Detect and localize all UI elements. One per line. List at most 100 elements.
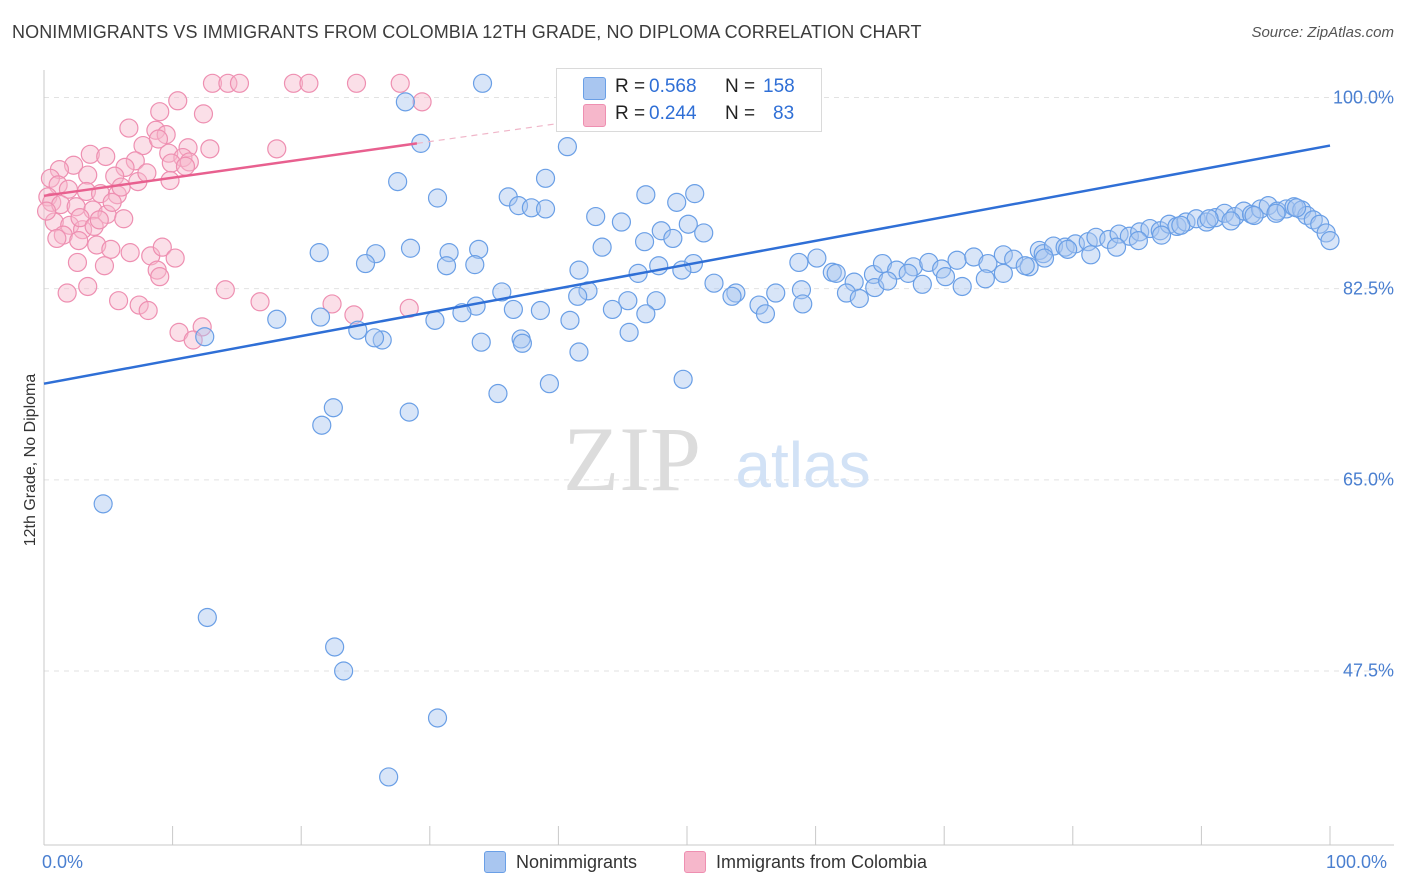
nonimmigrant-point <box>592 237 612 257</box>
nonimmigrant-point <box>912 274 932 294</box>
immigrant-point <box>96 146 116 167</box>
nonimmigrant-point <box>611 212 632 232</box>
y-tick-label: 100.0% <box>1332 87 1394 107</box>
immigrant-point <box>267 139 287 159</box>
immigrant-point <box>108 291 129 311</box>
nonimmigrant-point <box>634 232 655 252</box>
nonimmigrant-point <box>1119 226 1139 246</box>
trend-lines <box>43 122 1331 385</box>
immigrant-point <box>202 73 223 93</box>
stats-legend: R = 0.568 N = 158 R = 0.244 N = 83 <box>556 68 822 132</box>
nonimmigrant-point <box>636 304 656 324</box>
immigrant-point <box>51 194 71 215</box>
nonimmigrant-point <box>379 767 399 787</box>
nonimmigrant-point <box>673 369 693 389</box>
immigrant-point <box>165 248 185 268</box>
nonimmigrant-point <box>325 637 345 657</box>
watermark-atlas: atlas <box>735 429 870 501</box>
immigrant-point <box>148 129 169 149</box>
nonimmigrant-point <box>1099 229 1119 250</box>
nonimmigrant-point <box>935 267 956 287</box>
immigrant-point <box>63 155 84 175</box>
nonimmigrant-point <box>530 300 550 321</box>
immigrant-point <box>69 231 89 251</box>
legend-swatch-immigrants <box>684 851 706 873</box>
nonimmigrant-point <box>1058 239 1078 259</box>
immigrant-point <box>215 280 235 300</box>
nonimmigrant-point <box>366 244 386 264</box>
nonimmigrant-point <box>1034 248 1055 268</box>
nonimmigrant-point <box>388 172 408 192</box>
nonimmigrant-point <box>465 255 485 275</box>
immigrant-point <box>138 300 158 321</box>
immigrant-point <box>322 294 342 314</box>
nonimmigrant-point <box>334 661 354 681</box>
nonimmigrant-point <box>503 299 523 320</box>
legend-label-immigrants: Immigrants from Colombia <box>716 851 928 872</box>
nonimmigrant-point <box>521 198 541 218</box>
immigrant-point <box>66 197 86 217</box>
immigrants-trend-line <box>43 142 418 198</box>
nonimmigrant-point <box>1320 231 1340 251</box>
nonimmigrant-point <box>472 73 493 93</box>
immigrant-point <box>84 216 104 237</box>
nonimmigrant-point <box>1106 237 1127 257</box>
n-value: 83 <box>773 103 795 124</box>
nonimmigrant-point <box>1171 215 1191 235</box>
nonimmigrant-point <box>400 238 421 258</box>
immigrant-point <box>150 267 170 287</box>
nonimmigrant-point <box>1276 199 1296 219</box>
nonimmigrant-point <box>947 250 967 270</box>
nonimmigrant-point <box>651 221 671 241</box>
immigrant-point <box>150 102 170 122</box>
nonimmigrant-point <box>646 291 666 311</box>
nonimmigrant-point <box>355 253 376 274</box>
nonimmigrant-point <box>535 168 556 188</box>
watermark-zip: ZIP <box>563 408 701 510</box>
nonimmigrant-point <box>667 192 687 212</box>
nonimmigrant-point <box>993 263 1013 283</box>
nonimmigrant-point <box>1151 225 1172 245</box>
nonimmigrant-point <box>849 288 869 309</box>
legend-item-immigrants: Immigrants from Colombia <box>684 851 927 873</box>
nonimmigrant-point <box>619 322 639 342</box>
chart-title: NONIMMIGRANTS VS IMMIGRANTS FROM COLOMBI… <box>12 22 922 42</box>
immigrant-point <box>229 73 250 93</box>
legend-label-nonimmigrants: Nonimmigrants <box>516 851 638 872</box>
source-label: Source: ZipAtlas.com <box>1251 24 1394 41</box>
nonimmigrant-point <box>195 327 215 347</box>
nonimmigrant-point <box>789 252 809 273</box>
nonimmigrant-point <box>427 708 448 728</box>
nonimmigrant-point <box>1055 237 1075 257</box>
nonimmigrant-point <box>952 276 972 297</box>
nonimmigrant-point <box>1199 209 1219 229</box>
grid-lines <box>44 97 1394 672</box>
nonimmigrant-point <box>323 398 343 418</box>
immigrant-point <box>72 220 93 240</box>
immigrant-point <box>193 104 214 124</box>
n-label: N = <box>725 103 756 124</box>
nonimmigrant-point <box>557 137 578 157</box>
immigrant-point <box>200 139 220 159</box>
nonimmigrant-point <box>807 248 827 268</box>
nonimmigrant-point <box>364 328 385 348</box>
nonimmigrants-trend-line <box>43 144 1331 385</box>
legend-swatch-pink <box>583 104 606 127</box>
nonimmigrant-point <box>1234 201 1254 221</box>
immigrant-point <box>101 239 121 259</box>
legend-swatch-blue <box>583 77 606 100</box>
nonimmigrant-point <box>678 214 698 234</box>
nonimmigrant-point <box>488 383 508 404</box>
immigrant-point <box>120 243 140 263</box>
series-nonimmigrants-points <box>93 73 1340 787</box>
nonimmigrant-point <box>310 307 331 327</box>
nonimmigrant-point <box>964 247 984 267</box>
nonimmigrant-point <box>425 310 445 330</box>
nonimmigrant-point <box>1176 212 1196 232</box>
watermark: ZIP atlas <box>563 408 871 510</box>
immigrant-point <box>129 295 149 315</box>
nonimmigrant-point <box>898 263 918 283</box>
nonimmigrant-point <box>722 286 742 306</box>
nonimmigrant-point <box>93 494 113 514</box>
nonimmigrant-point <box>560 310 580 330</box>
